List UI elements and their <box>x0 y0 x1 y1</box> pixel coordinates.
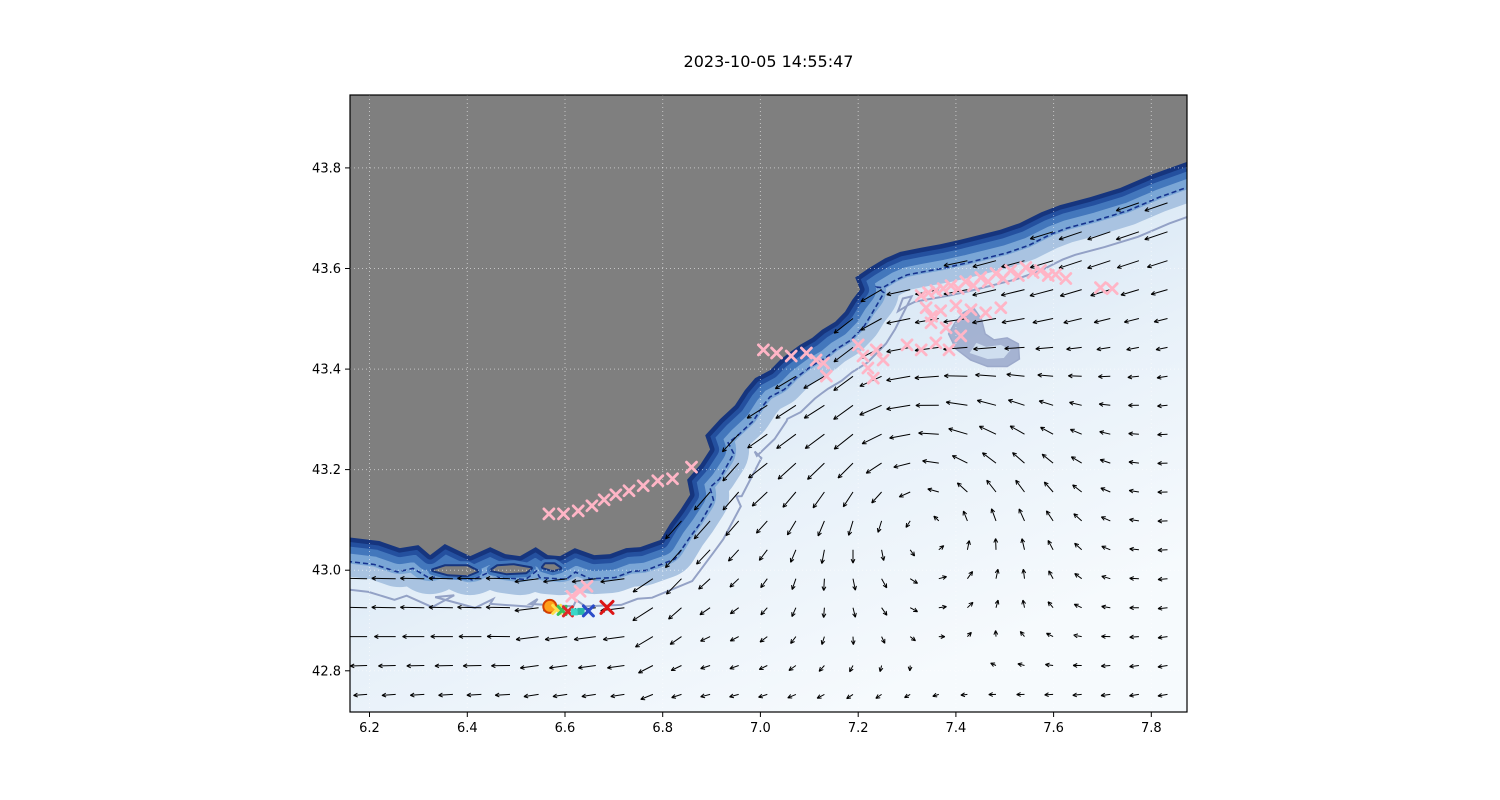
map-layers <box>350 95 1187 712</box>
svg-text:6.4: 6.4 <box>457 721 478 736</box>
islands <box>428 559 566 581</box>
svg-text:7.6: 7.6 <box>1043 721 1064 736</box>
svg-text:7.0: 7.0 <box>750 721 771 736</box>
y-axis-ticks <box>345 167 350 672</box>
drifter-markers-pink <box>542 261 1119 603</box>
x-axis-ticks <box>369 712 1152 717</box>
svg-text:7.8: 7.8 <box>1141 721 1162 736</box>
svg-text:6.8: 6.8 <box>652 721 673 736</box>
shallow-bank-inner <box>969 342 1011 359</box>
axes-frame <box>349 94 1188 713</box>
svg-text:43.4: 43.4 <box>312 363 341 378</box>
svg-text:6.2: 6.2 <box>359 721 380 736</box>
y-tick-labels: 42.8 43.0 43.2 43.4 43.6 43.8 <box>312 161 341 679</box>
svg-text:43.6: 43.6 <box>312 262 341 277</box>
svg-text:43.8: 43.8 <box>312 161 341 176</box>
release-markers <box>542 598 615 618</box>
svg-text:6.6: 6.6 <box>555 721 576 736</box>
land-mass <box>350 95 1187 557</box>
svg-text:7.2: 7.2 <box>848 721 869 736</box>
x-tick-labels: 6.2 6.4 6.6 6.8 7.0 7.2 7.4 7.6 7.8 <box>359 721 1161 736</box>
svg-text:7.4: 7.4 <box>946 721 967 736</box>
isobath-solid-contour <box>350 216 1187 609</box>
svg-text:43.2: 43.2 <box>312 463 341 478</box>
plot-title: 2023-10-05 14:55:47 <box>683 52 854 71</box>
svg-text:43.0: 43.0 <box>312 564 341 579</box>
svg-text:42.8: 42.8 <box>312 664 341 679</box>
